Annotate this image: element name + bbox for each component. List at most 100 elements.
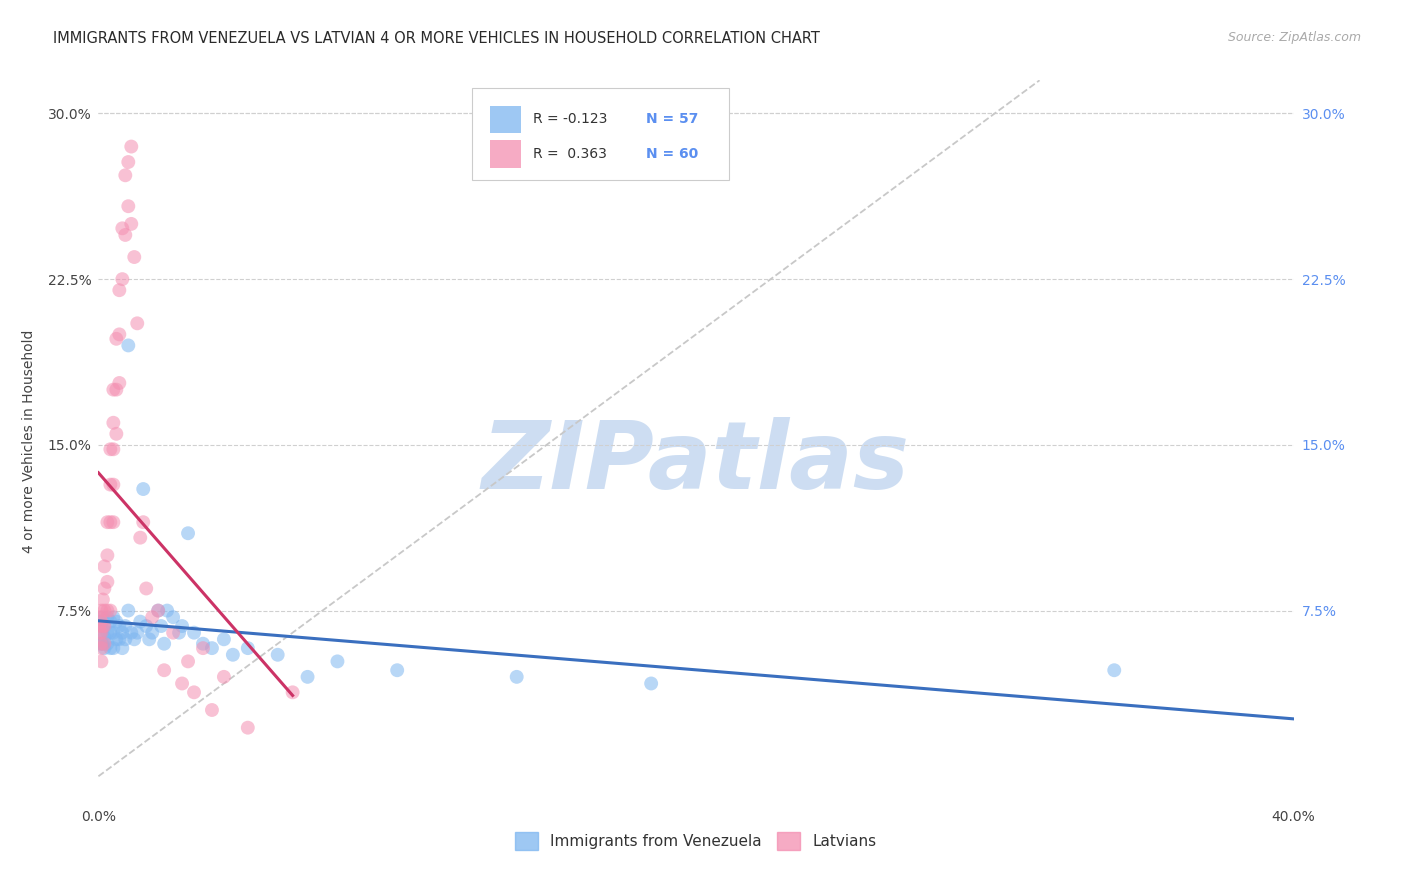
Point [93,582,115,596]
Point [183,625,205,640]
Point [105,332,128,346]
Point [90,615,112,629]
Text: Source: ZipAtlas.com: Source: ZipAtlas.com [1227,31,1361,45]
Point [103,610,125,624]
Point [93,630,115,644]
Point [191,641,214,656]
Point [177,526,200,541]
Text: N = 60: N = 60 [645,147,697,161]
Point [111,272,134,286]
Point [156,603,179,617]
Point [326,654,349,668]
Point [124,250,146,264]
Point [162,625,184,640]
Point [98,477,122,491]
Point [108,283,131,297]
Point [506,670,529,684]
Point [108,619,131,633]
Point [89,619,111,633]
Point [117,155,139,169]
Point [111,625,134,640]
Point [93,637,115,651]
Legend: Immigrants from Venezuela, Latvians: Immigrants from Venezuela, Latvians [509,826,883,856]
Point [135,619,157,633]
Point [162,610,184,624]
Point [93,603,115,617]
Point [105,426,128,441]
Text: ZIPatlas: ZIPatlas [482,417,910,509]
Point [1104,663,1126,677]
Point [135,582,157,596]
Point [640,676,662,690]
Point [127,316,149,330]
Text: R =  0.363: R = 0.363 [533,147,607,161]
Point [103,641,125,656]
Point [98,442,122,457]
Y-axis label: 4 or more Vehicles in Household: 4 or more Vehicles in Household [22,330,37,553]
Point [103,383,125,397]
Point [103,442,125,457]
Point [153,637,176,651]
Point [90,654,112,668]
Point [129,531,152,545]
Point [141,610,163,624]
FancyBboxPatch shape [491,140,522,168]
Point [124,632,146,647]
Point [108,376,131,390]
Point [201,703,224,717]
Point [297,670,319,684]
Point [172,676,194,690]
Point [108,327,131,342]
Point [96,515,118,529]
Point [90,625,112,640]
Point [117,338,139,352]
Point [148,603,170,617]
Point [98,641,122,656]
Text: IMMIGRANTS FROM VENEZUELA VS LATVIAN 4 OR MORE VEHICLES IN HOUSEHOLD CORRELATION: IMMIGRANTS FROM VENEZUELA VS LATVIAN 4 O… [53,31,820,46]
Text: R = -0.123: R = -0.123 [533,112,607,127]
Point [172,619,194,633]
Point [98,515,122,529]
Point [90,625,112,640]
Point [281,685,304,699]
Point [90,637,112,651]
Point [236,641,259,656]
Point [153,663,176,677]
Point [96,574,118,589]
Point [120,625,142,640]
Point [141,625,163,640]
Point [96,603,118,617]
Point [89,610,111,624]
Point [267,648,290,662]
FancyBboxPatch shape [472,87,730,180]
Point [91,610,114,624]
Point [120,139,142,153]
Point [148,603,170,617]
Point [114,169,136,183]
Point [90,603,112,617]
Point [89,615,111,629]
Point [91,592,114,607]
Point [191,637,214,651]
Point [96,610,118,624]
Point [90,637,112,651]
Point [167,625,190,640]
Point [93,619,115,633]
Point [103,477,125,491]
FancyBboxPatch shape [491,105,522,133]
Point [96,549,118,563]
Point [91,637,114,651]
Point [108,632,131,647]
Point [103,416,125,430]
Point [212,670,235,684]
Point [183,685,205,699]
Point [89,625,111,640]
Point [114,619,136,633]
Point [138,632,160,647]
Point [117,603,139,617]
Point [111,641,134,656]
Point [103,515,125,529]
Point [91,619,114,633]
Point [201,641,224,656]
Point [212,632,235,647]
